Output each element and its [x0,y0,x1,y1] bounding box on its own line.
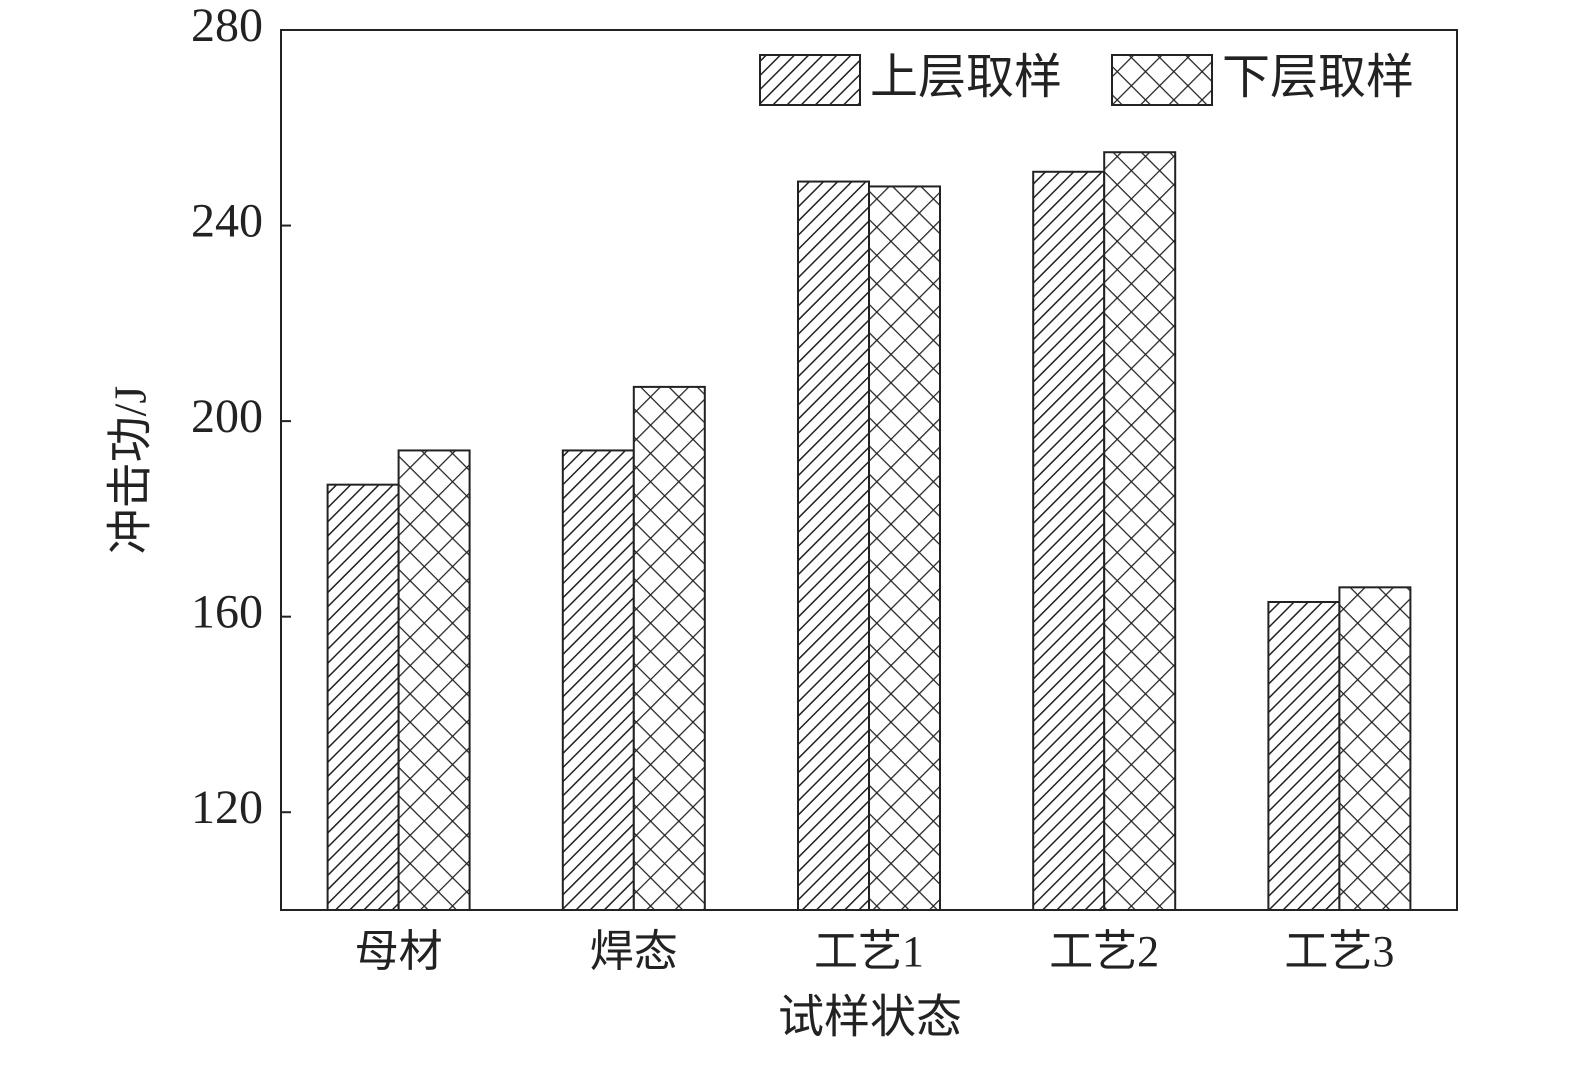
bar [326,483,400,911]
legend-swatch [759,54,861,106]
bar [632,385,706,911]
plot-frame [280,29,1458,911]
bar [868,185,941,911]
y-tick-label: 240 [191,195,263,248]
bar [797,180,870,912]
y-axis-label: 冲击功/J [105,386,156,555]
bar [1338,586,1412,911]
legend-swatch [1111,54,1213,106]
x-tick-label: 工艺3 [1284,927,1394,976]
bar [561,449,635,911]
y-tick-label: 160 [191,586,263,639]
legend-label: 下层取样 [1222,51,1414,104]
bar [397,449,471,911]
y-tick-label: 280 [191,0,263,52]
bar [1267,601,1341,911]
legend-label: 上层取样 [870,51,1062,104]
y-tick-label: 200 [191,390,263,443]
x-axis-label: 试样状态 [778,992,962,1043]
x-tick-label: 工艺1 [814,927,924,976]
bar [1032,170,1106,911]
x-tick-label: 工艺2 [1049,927,1159,976]
y-tick-label: 120 [191,781,263,834]
x-tick-label: 焊态 [590,927,678,976]
x-tick-label: 母材 [355,927,443,976]
bar [1103,151,1177,911]
